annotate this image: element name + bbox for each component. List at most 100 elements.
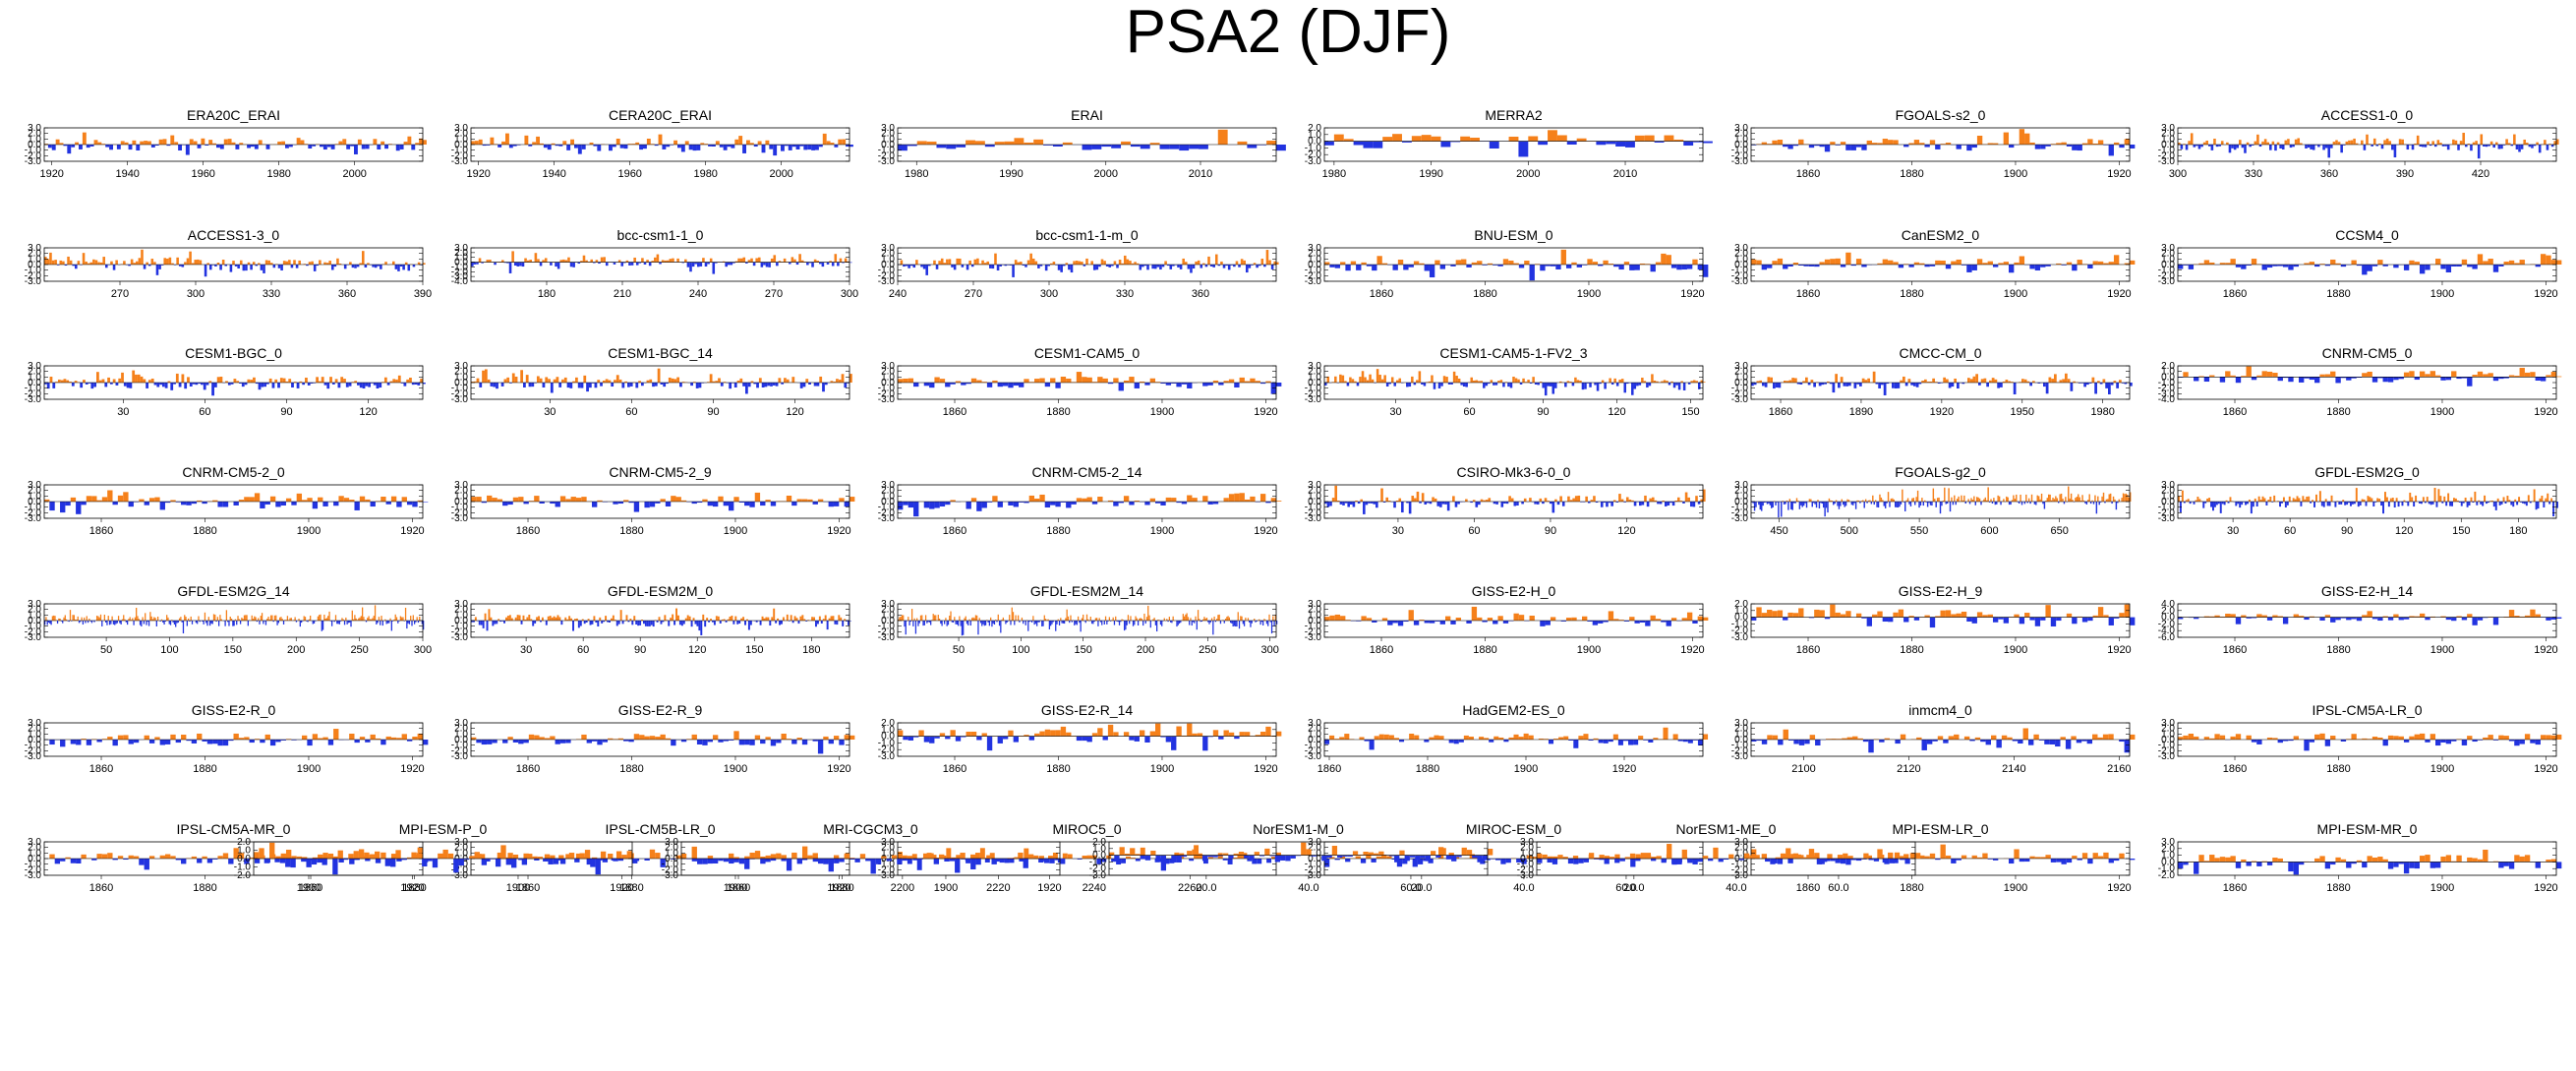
area-bar [252, 262, 256, 265]
area-bar [2277, 377, 2283, 382]
y-tick-label: -3.0 [2158, 388, 2176, 399]
area-bar [130, 259, 134, 265]
area-bar [1146, 265, 1149, 270]
area-bar [973, 618, 975, 621]
area-bar [1971, 265, 1977, 270]
area-bar [2356, 377, 2363, 378]
area-bar [128, 502, 134, 507]
area-bar [2514, 499, 2517, 502]
area-bar [658, 134, 663, 145]
area-bar [2058, 502, 2060, 504]
area-bar [1103, 261, 1106, 265]
area-bar [1091, 382, 1098, 383]
area-bar [770, 502, 777, 506]
area-bar [276, 621, 278, 625]
area-bar [690, 383, 693, 387]
area-bar [381, 740, 386, 745]
area-bar [1207, 502, 1213, 505]
area-bar [706, 618, 709, 621]
area-bar [586, 383, 589, 392]
area-bar [70, 740, 77, 744]
area-bar [1025, 621, 1026, 625]
area-bar [1055, 502, 1061, 507]
area-bar [559, 496, 566, 502]
area-bar [2340, 617, 2347, 619]
area-bar [330, 145, 335, 149]
area-bar [84, 617, 86, 621]
area-bar [677, 145, 681, 149]
area-bar [2024, 133, 2030, 145]
area-bar [974, 615, 977, 621]
y-tick-label: 3.0 [881, 599, 895, 610]
area-bar [769, 621, 772, 626]
area-bar [2040, 145, 2046, 149]
y-tick-label: -1.0 [451, 741, 469, 751]
area-bar [1996, 502, 1998, 505]
area-bar [88, 383, 91, 384]
area-bar [952, 621, 955, 624]
area-bar [2488, 501, 2491, 502]
area-bar [846, 145, 849, 148]
area-bar [214, 265, 217, 267]
area-bar [1121, 619, 1123, 621]
area-bar [263, 621, 265, 622]
area-bar [1071, 621, 1073, 623]
x-tick-label: 1860 [1370, 288, 1393, 300]
area-bar [1082, 377, 1087, 383]
area-bar [373, 139, 378, 145]
area-bar [1222, 620, 1224, 621]
area-bar [2420, 502, 2423, 505]
area-bar [2288, 496, 2291, 502]
area-bar [89, 262, 93, 265]
panel-title: CESM1-BGC_0 [185, 345, 282, 361]
area-bar [1908, 265, 1914, 268]
area-bar [154, 145, 159, 147]
area-bar [1802, 381, 1805, 383]
area-bar [1179, 145, 1190, 151]
area-bar [1692, 621, 1698, 624]
area-bar [2478, 500, 2481, 502]
area-bar [1013, 383, 1019, 387]
area-bar [935, 265, 939, 269]
area-bar [2056, 143, 2062, 145]
area-bar [2263, 498, 2266, 502]
area-bar [1852, 502, 1854, 506]
area-bar [1982, 263, 1988, 265]
area-bar [1961, 500, 1964, 502]
area-bar [1055, 265, 1058, 266]
area-bar [506, 262, 509, 264]
area-bar [1099, 621, 1102, 623]
area-bar [1361, 371, 1365, 383]
area-bar [558, 383, 562, 387]
area-bar [71, 383, 75, 387]
area-bar [361, 251, 365, 265]
area-bar [2492, 502, 2495, 507]
area-bar [2284, 502, 2287, 508]
area-bar [2130, 383, 2133, 387]
area-bar [934, 377, 940, 383]
area-bar [1969, 379, 1973, 383]
area-bar [639, 145, 643, 150]
area-bar [269, 740, 276, 746]
area-bar [2483, 261, 2488, 265]
area-bar [1598, 621, 1604, 624]
area-bar [171, 620, 173, 621]
area-bar [2322, 502, 2325, 507]
area-bar [676, 258, 679, 263]
area-bar [2393, 377, 2399, 381]
area-bar [834, 621, 837, 625]
area-bar [2289, 145, 2293, 149]
area-bar [2498, 265, 2504, 267]
area-bar [1373, 141, 1383, 149]
area-bar [1363, 141, 1374, 149]
area-bar [526, 260, 530, 263]
area-bar [163, 258, 167, 265]
area-bar [704, 262, 708, 267]
area-bar [595, 260, 599, 263]
area-bar [1805, 502, 1808, 508]
area-bar [198, 616, 200, 621]
area-bar [320, 145, 323, 148]
area-bar [1670, 265, 1677, 268]
x-tick-label: 60 [625, 406, 637, 418]
area-bar [2467, 144, 2471, 145]
